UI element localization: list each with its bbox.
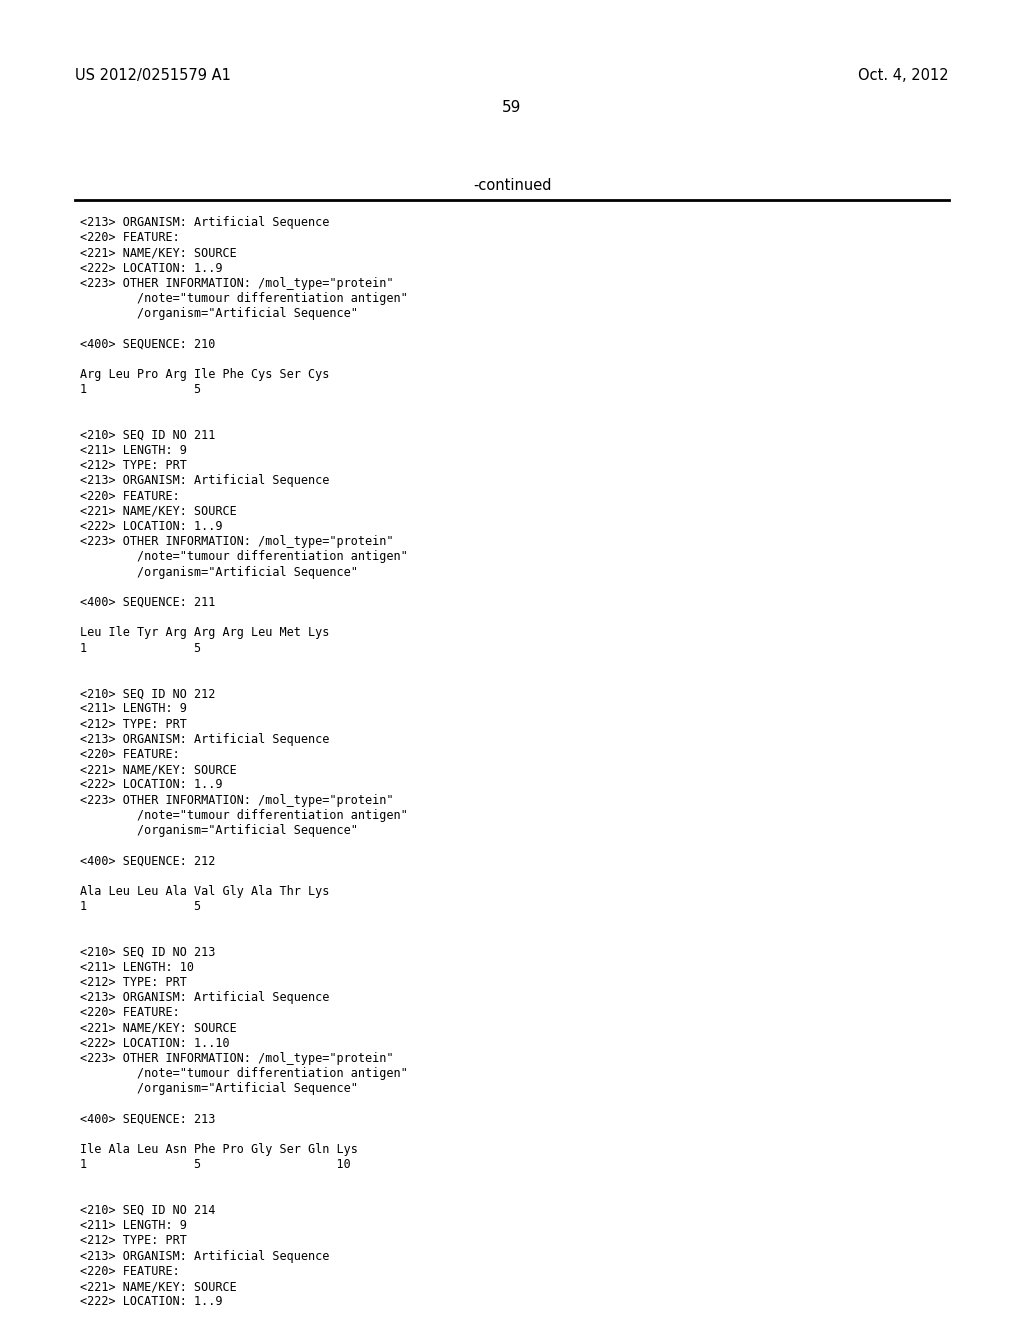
Text: Leu Ile Tyr Arg Arg Arg Leu Met Lys: Leu Ile Tyr Arg Arg Arg Leu Met Lys xyxy=(80,627,330,639)
Text: <400> SEQUENCE: 210: <400> SEQUENCE: 210 xyxy=(80,338,215,351)
Text: <211> LENGTH: 9: <211> LENGTH: 9 xyxy=(80,1220,186,1232)
Text: <222> LOCATION: 1..10: <222> LOCATION: 1..10 xyxy=(80,1036,229,1049)
Text: <222> LOCATION: 1..9: <222> LOCATION: 1..9 xyxy=(80,261,222,275)
Text: Ile Ala Leu Asn Phe Pro Gly Ser Gln Lys: Ile Ala Leu Asn Phe Pro Gly Ser Gln Lys xyxy=(80,1143,357,1156)
Text: <220> FEATURE:: <220> FEATURE: xyxy=(80,490,180,503)
Text: <212> TYPE: PRT: <212> TYPE: PRT xyxy=(80,718,186,730)
Text: <400> SEQUENCE: 212: <400> SEQUENCE: 212 xyxy=(80,854,215,867)
Text: <213> ORGANISM: Artificial Sequence: <213> ORGANISM: Artificial Sequence xyxy=(80,733,330,746)
Text: -continued: -continued xyxy=(473,178,551,193)
Text: <210> SEQ ID NO 212: <210> SEQ ID NO 212 xyxy=(80,688,215,700)
Text: Ala Leu Leu Ala Val Gly Ala Thr Lys: Ala Leu Leu Ala Val Gly Ala Thr Lys xyxy=(80,884,330,898)
Text: <211> LENGTH: 9: <211> LENGTH: 9 xyxy=(80,702,186,715)
Text: /organism="Artificial Sequence": /organism="Artificial Sequence" xyxy=(80,565,357,578)
Text: /note="tumour differentiation antigen": /note="tumour differentiation antigen" xyxy=(80,550,408,564)
Text: <222> LOCATION: 1..9: <222> LOCATION: 1..9 xyxy=(80,1295,222,1308)
Text: <220> FEATURE:: <220> FEATURE: xyxy=(80,231,180,244)
Text: 59: 59 xyxy=(503,100,521,115)
Text: 1               5: 1 5 xyxy=(80,900,201,913)
Text: 1               5: 1 5 xyxy=(80,383,201,396)
Text: <221> NAME/KEY: SOURCE: <221> NAME/KEY: SOURCE xyxy=(80,763,237,776)
Text: <221> NAME/KEY: SOURCE: <221> NAME/KEY: SOURCE xyxy=(80,1280,237,1294)
Text: <220> FEATURE:: <220> FEATURE: xyxy=(80,748,180,762)
Text: /note="tumour differentiation antigen": /note="tumour differentiation antigen" xyxy=(80,809,408,822)
Text: <221> NAME/KEY: SOURCE: <221> NAME/KEY: SOURCE xyxy=(80,247,237,260)
Text: <220> FEATURE:: <220> FEATURE: xyxy=(80,1006,180,1019)
Text: US 2012/0251579 A1: US 2012/0251579 A1 xyxy=(75,69,230,83)
Text: <212> TYPE: PRT: <212> TYPE: PRT xyxy=(80,975,186,989)
Text: Arg Leu Pro Arg Ile Phe Cys Ser Cys: Arg Leu Pro Arg Ile Phe Cys Ser Cys xyxy=(80,368,330,381)
Text: <221> NAME/KEY: SOURCE: <221> NAME/KEY: SOURCE xyxy=(80,504,237,517)
Text: /organism="Artificial Sequence": /organism="Artificial Sequence" xyxy=(80,308,357,321)
Text: <400> SEQUENCE: 211: <400> SEQUENCE: 211 xyxy=(80,597,215,609)
Text: <213> ORGANISM: Artificial Sequence: <213> ORGANISM: Artificial Sequence xyxy=(80,1250,330,1263)
Text: <213> ORGANISM: Artificial Sequence: <213> ORGANISM: Artificial Sequence xyxy=(80,216,330,228)
Text: <223> OTHER INFORMATION: /mol_type="protein": <223> OTHER INFORMATION: /mol_type="prot… xyxy=(80,793,393,807)
Text: <221> NAME/KEY: SOURCE: <221> NAME/KEY: SOURCE xyxy=(80,1022,237,1035)
Text: <220> FEATURE:: <220> FEATURE: xyxy=(80,1265,180,1278)
Text: /organism="Artificial Sequence": /organism="Artificial Sequence" xyxy=(80,824,357,837)
Text: <223> OTHER INFORMATION: /mol_type="protein": <223> OTHER INFORMATION: /mol_type="prot… xyxy=(80,535,393,548)
Text: <210> SEQ ID NO 214: <210> SEQ ID NO 214 xyxy=(80,1204,215,1217)
Text: /organism="Artificial Sequence": /organism="Artificial Sequence" xyxy=(80,1082,357,1096)
Text: 1               5                   10: 1 5 10 xyxy=(80,1159,351,1171)
Text: <213> ORGANISM: Artificial Sequence: <213> ORGANISM: Artificial Sequence xyxy=(80,991,330,1005)
Text: Oct. 4, 2012: Oct. 4, 2012 xyxy=(858,69,949,83)
Text: <213> ORGANISM: Artificial Sequence: <213> ORGANISM: Artificial Sequence xyxy=(80,474,330,487)
Text: /note="tumour differentiation antigen": /note="tumour differentiation antigen" xyxy=(80,1067,408,1080)
Text: <210> SEQ ID NO 213: <210> SEQ ID NO 213 xyxy=(80,945,215,958)
Text: <211> LENGTH: 10: <211> LENGTH: 10 xyxy=(80,961,194,974)
Text: <400> SEQUENCE: 213: <400> SEQUENCE: 213 xyxy=(80,1113,215,1126)
Text: <223> OTHER INFORMATION: /mol_type="protein": <223> OTHER INFORMATION: /mol_type="prot… xyxy=(80,277,393,290)
Text: <222> LOCATION: 1..9: <222> LOCATION: 1..9 xyxy=(80,779,222,792)
Text: <222> LOCATION: 1..9: <222> LOCATION: 1..9 xyxy=(80,520,222,533)
Text: <210> SEQ ID NO 211: <210> SEQ ID NO 211 xyxy=(80,429,215,442)
Text: <223> OTHER INFORMATION: /mol_type="protein": <223> OTHER INFORMATION: /mol_type="prot… xyxy=(80,1052,393,1065)
Text: <212> TYPE: PRT: <212> TYPE: PRT xyxy=(80,459,186,473)
Text: <211> LENGTH: 9: <211> LENGTH: 9 xyxy=(80,444,186,457)
Text: /note="tumour differentiation antigen": /note="tumour differentiation antigen" xyxy=(80,292,408,305)
Text: 1               5: 1 5 xyxy=(80,642,201,655)
Text: <212> TYPE: PRT: <212> TYPE: PRT xyxy=(80,1234,186,1247)
